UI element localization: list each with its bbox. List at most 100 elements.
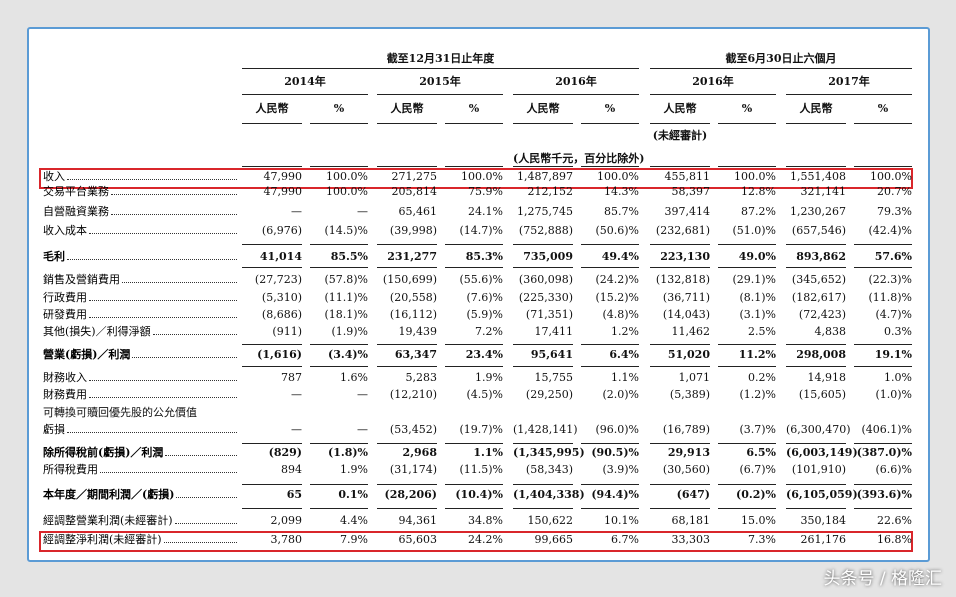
cell: 24.2%: [468, 533, 503, 546]
cell: (24.2)%: [595, 273, 639, 286]
cell: 95,641: [530, 348, 573, 361]
cell: 100.0%: [461, 170, 503, 183]
section-rule: [513, 366, 573, 367]
cell: 1,071: [678, 371, 711, 384]
cell: 65,461: [398, 205, 438, 218]
leader-dots: [89, 371, 237, 381]
cell: (4.7)%: [875, 308, 912, 321]
section-rule: [377, 508, 437, 509]
section-rule: [854, 508, 912, 509]
section-rule: [242, 484, 302, 485]
cell: 49.0%: [738, 250, 776, 263]
cell: 271,275: [391, 170, 438, 183]
cell: 29,913: [667, 446, 710, 459]
row-label-text: 自營融資業務: [43, 205, 109, 218]
header-rule: [854, 123, 912, 124]
cell: (1.8)%: [328, 446, 368, 459]
cell: 1.1%: [473, 446, 503, 459]
cell: 261,176: [800, 533, 847, 546]
cell: (57.8)%: [324, 273, 368, 286]
section-rule: [513, 344, 573, 345]
row-label: 毛利: [43, 250, 239, 264]
cell: (18.1)%: [324, 308, 368, 321]
unaudited-note: (未經審計): [652, 129, 708, 142]
leader-dots: [152, 325, 237, 335]
cell: 212,152: [527, 185, 574, 198]
header-rule: [513, 123, 573, 124]
section-rule: [513, 244, 573, 245]
cell: (3.4)%: [328, 348, 368, 361]
header-rule: [581, 166, 639, 167]
cell: 100.0%: [870, 170, 912, 183]
cell: 4,838: [814, 325, 847, 338]
cell: (4.8)%: [602, 308, 639, 321]
header-rule: [718, 166, 776, 167]
cell: 1,275,745: [517, 205, 573, 218]
cell: 34.8%: [468, 514, 503, 527]
cell: (132,818): [655, 273, 710, 286]
cell: (72,423): [798, 308, 846, 321]
cell: (58,343): [525, 463, 573, 476]
section-rule: [718, 244, 776, 245]
section-rule: [718, 508, 776, 509]
unit-col-header: 人民幣: [799, 102, 833, 115]
row-label: 虧損: [43, 423, 239, 437]
cell: (2.0)%: [602, 388, 639, 401]
row-label-text: 經調整營業利潤(未經審計): [43, 514, 173, 527]
section-rule: [242, 508, 302, 509]
section-rule: [513, 443, 573, 444]
cell: (752,888): [518, 224, 573, 237]
header-rule: [310, 166, 368, 167]
header-rule: [242, 123, 302, 124]
cell: 7.9%: [340, 533, 368, 546]
cell: 100.0%: [734, 170, 776, 183]
row-label: 除所得稅前(虧損)／利潤: [43, 446, 239, 460]
cell: 1.6%: [340, 371, 368, 384]
header-rule: [581, 123, 639, 124]
cell: 51,020: [667, 348, 710, 361]
cell: 100.0%: [597, 170, 639, 183]
cell: 350,184: [800, 514, 847, 527]
section-rule: [854, 443, 912, 444]
cell: 7.3%: [748, 533, 776, 546]
cell: 3,780: [270, 533, 303, 546]
year-header: 2016年: [555, 75, 597, 88]
section-rule: [445, 244, 503, 245]
row-label: 所得稅費用: [43, 463, 239, 477]
unit-col-header: %: [604, 102, 616, 115]
row-label: 可轉換可贖回優先股的公允價值: [43, 406, 197, 419]
section-rule: [445, 508, 503, 509]
cell: (36,711): [662, 291, 710, 304]
leader-dots: [100, 463, 237, 473]
cell: 16.8%: [877, 533, 912, 546]
section-rule: [513, 267, 573, 268]
header-rule: [718, 123, 776, 124]
row-label: 收入: [43, 170, 239, 184]
year-header: 2016年: [692, 75, 734, 88]
cell: 19,439: [398, 325, 438, 338]
section-rule: [310, 508, 368, 509]
section-rule: [854, 267, 912, 268]
section-rule: [581, 344, 639, 345]
cell: —: [357, 388, 368, 401]
header-rule: [650, 166, 710, 167]
leader-dots: [89, 291, 237, 301]
section-rule: [581, 366, 639, 367]
section-rule: [310, 244, 368, 245]
section-rule: [310, 366, 368, 367]
row-label: 財務費用: [43, 388, 239, 402]
header-rule: [242, 68, 639, 69]
cell: (29.1)%: [732, 273, 776, 286]
row-label: 其他(損失)／利得淨額: [43, 325, 239, 339]
cell: 735,009: [523, 250, 573, 263]
cell: 0.3%: [884, 325, 912, 338]
cell: (6,300,470): [786, 423, 851, 436]
leader-dots: [89, 388, 237, 398]
cell: —: [357, 205, 368, 218]
cell: 321,141: [800, 185, 847, 198]
cell: 41,014: [259, 250, 302, 263]
period-group: 截至6月30日止六個月: [725, 52, 837, 65]
row-label-text: 營業(虧損)／利潤: [43, 348, 131, 361]
section-rule: [377, 344, 437, 345]
cell: (22.3)%: [868, 273, 912, 286]
